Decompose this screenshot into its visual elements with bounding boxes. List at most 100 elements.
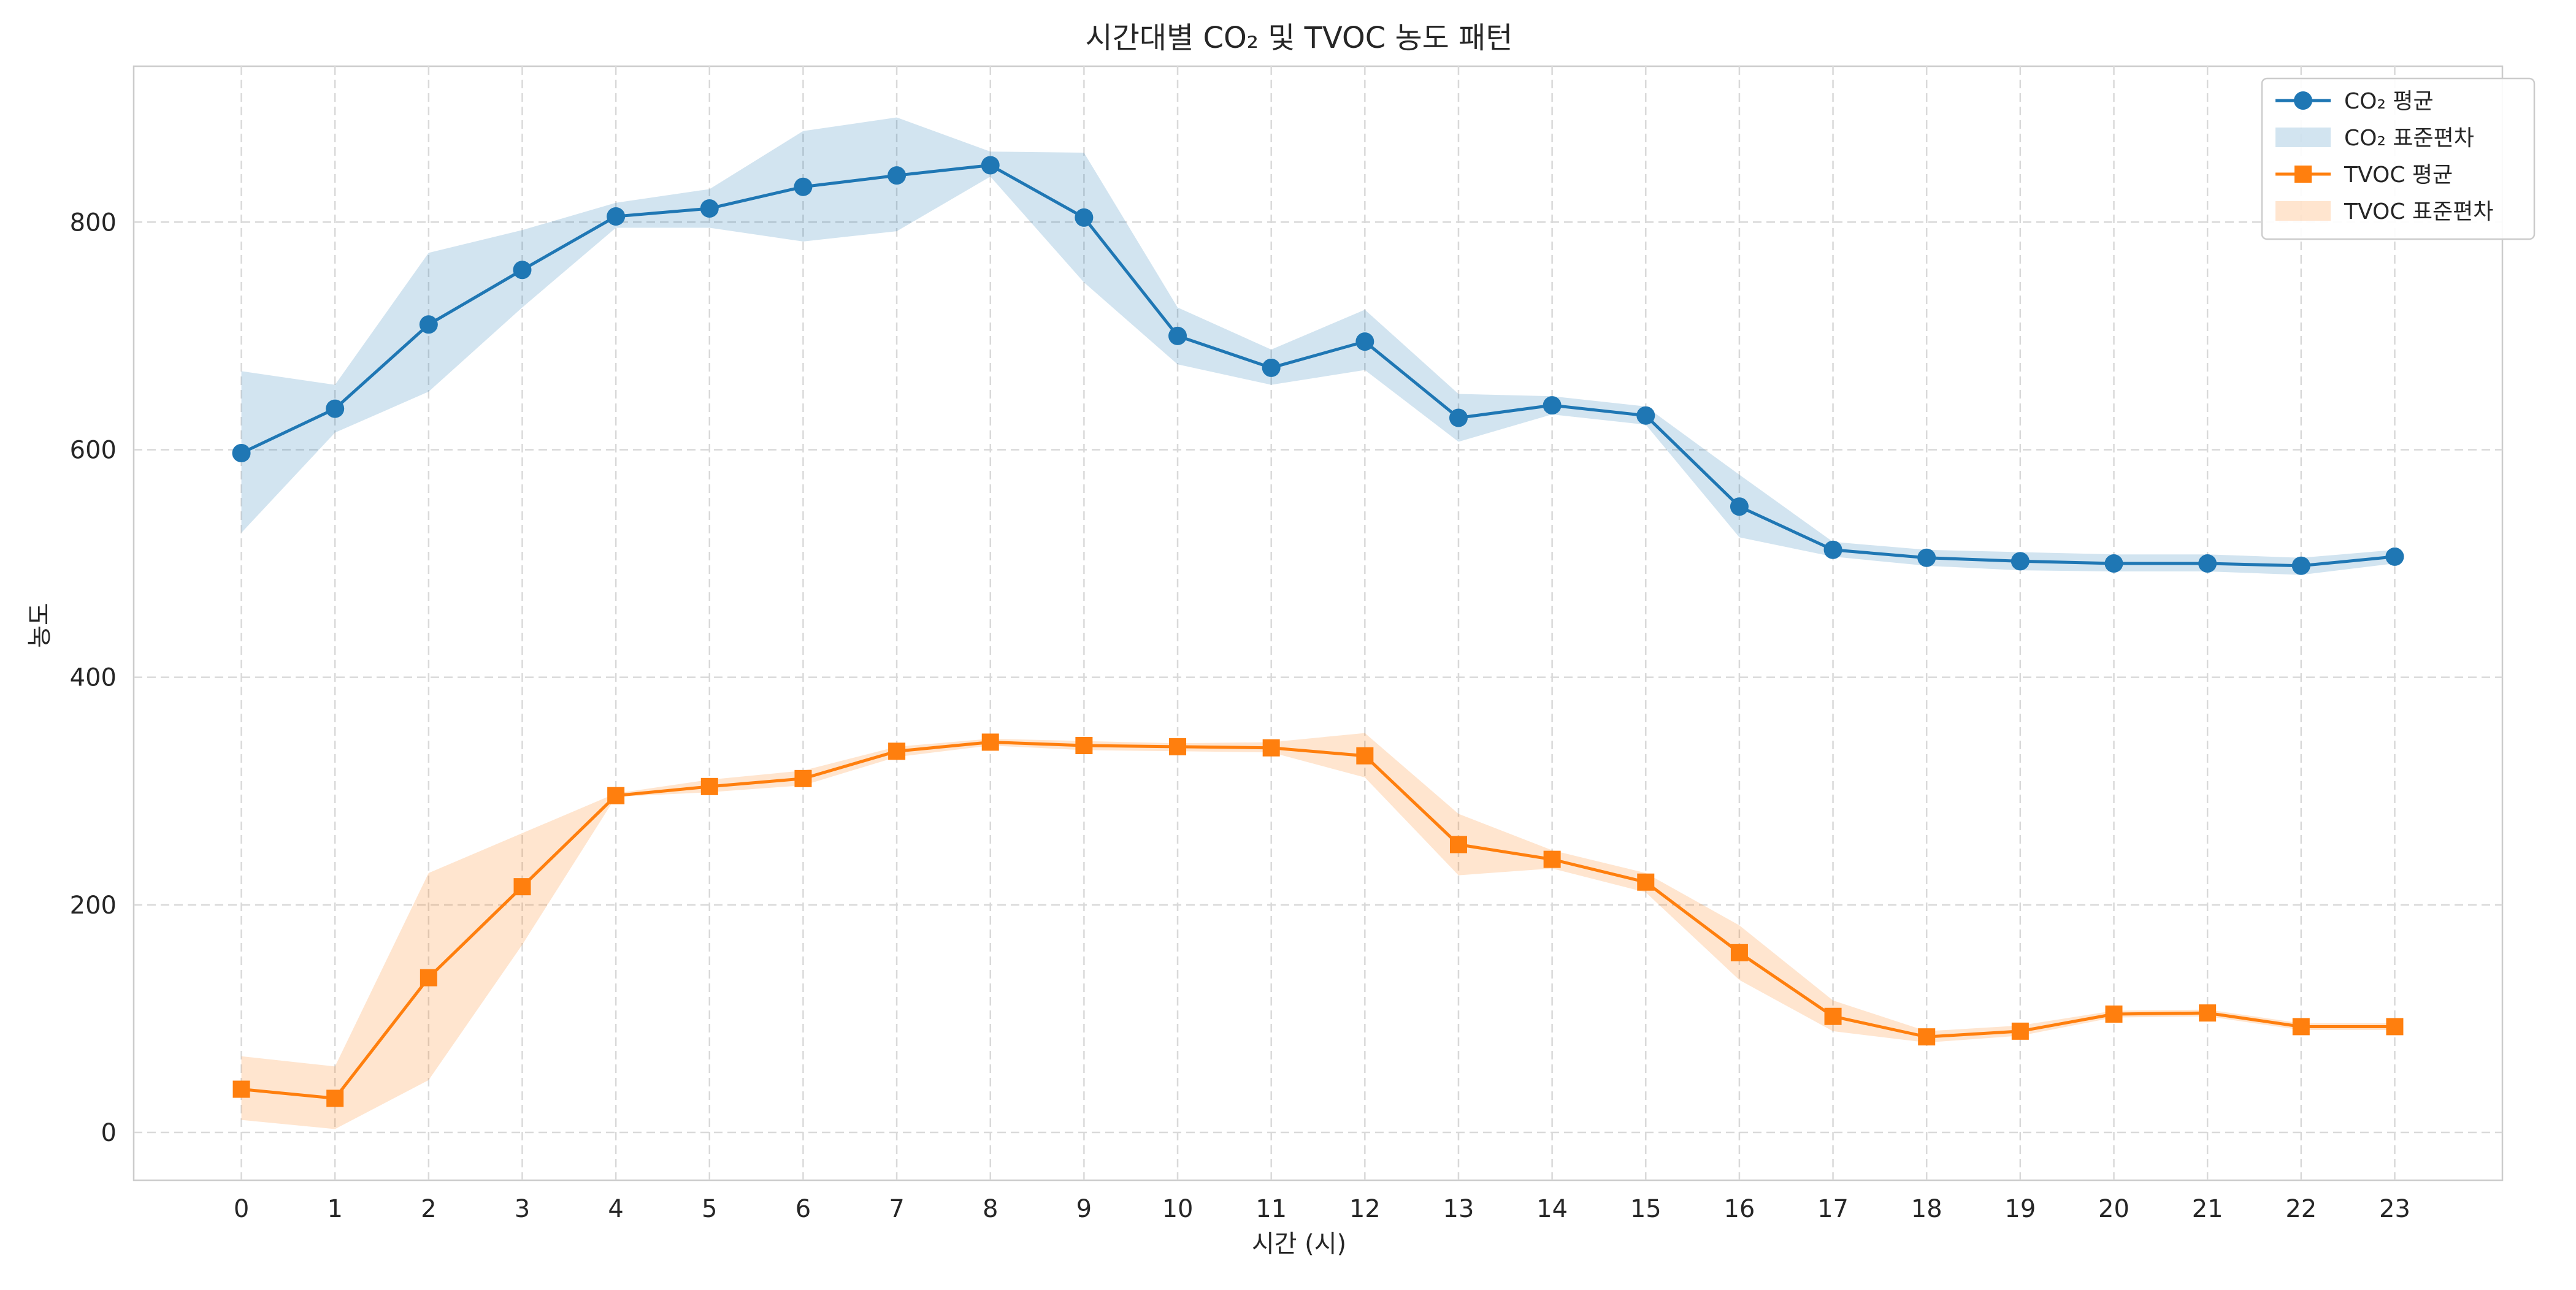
series-1-point-2 <box>420 969 437 987</box>
x-tick-label-23: 23 <box>2379 1195 2410 1223</box>
y-tick-label-4: 800 <box>70 208 117 237</box>
series-0-point-12 <box>1355 332 1374 351</box>
series-1-point-20 <box>2105 1006 2123 1023</box>
x-tick-label-6: 6 <box>795 1195 811 1223</box>
x-tick-label-11: 11 <box>1255 1195 1287 1223</box>
x-tick-label-12: 12 <box>1349 1195 1381 1223</box>
series-1-point-11 <box>1262 739 1280 757</box>
series-0-point-19 <box>2011 552 2030 571</box>
plot-area: 0 1 2 3 4 5 6 7 8 9 10 11 12 13 14 15 16 17 18 19 20 21 22 2302… <box>70 65 2504 1223</box>
y-axis-label: 농도 <box>26 603 54 648</box>
series-1-point-8 <box>981 733 999 751</box>
legend-label-2: TVOC 평균 <box>2344 162 2453 188</box>
series-0-point-10 <box>1168 326 1187 345</box>
x-tick-label-20: 20 <box>2098 1195 2129 1223</box>
series-1-point-3 <box>513 878 531 896</box>
x-tick-label-15: 15 <box>1630 1195 1662 1223</box>
chart-title: 시간대별 CO₂ 및 TVOC 농도 패턴 <box>1086 21 1513 55</box>
series-0-point-16 <box>1730 497 1749 516</box>
x-tick-label-17: 17 <box>1817 1195 1849 1223</box>
series-0-point-2 <box>419 315 438 334</box>
series-1-point-21 <box>2199 1004 2217 1022</box>
series-1-point-15 <box>1637 873 1655 891</box>
x-tick-label-1: 1 <box>327 1195 342 1223</box>
series-0-point-17 <box>1823 540 1842 559</box>
x-tick-label-9: 9 <box>1076 1195 1092 1223</box>
x-tick-label-16: 16 <box>1723 1195 1755 1223</box>
series-0-point-4 <box>607 207 626 226</box>
x-tick-label-4: 4 <box>608 1195 623 1223</box>
x-tick-label-14: 14 <box>1536 1195 1568 1223</box>
x-tick-label-7: 7 <box>889 1195 904 1223</box>
y-tick-label-1: 200 <box>70 891 117 920</box>
series-0-markers <box>232 156 2404 575</box>
series-1-point-0 <box>232 1080 250 1098</box>
series-1-point-9 <box>1075 737 1093 755</box>
series-0-point-15 <box>1636 406 1655 425</box>
x-tick-label-3: 3 <box>515 1195 530 1223</box>
x-tick-label-10: 10 <box>1162 1195 1194 1223</box>
legend-band-swatch-0 <box>2275 128 2331 147</box>
series-1-point-5 <box>700 777 718 795</box>
series-0-point-11 <box>1262 358 1281 377</box>
series-0-point-21 <box>2198 554 2217 573</box>
grid <box>134 66 2502 1180</box>
series-1-point-13 <box>1449 836 1467 853</box>
series-1-point-4 <box>607 787 625 804</box>
legend-band-swatch-1 <box>2275 201 2331 221</box>
series-0-point-23 <box>2385 547 2404 566</box>
plot-frame <box>132 65 2504 1181</box>
legend: CO₂ 평균 CO₂ 표준편차 TVOC 평균 TVOC 표준편차 <box>2261 77 2536 240</box>
series-1-point-1 <box>326 1090 344 1107</box>
series-1-point-14 <box>1543 850 1561 868</box>
series-0-point-3 <box>513 261 532 280</box>
series-0-std-band <box>241 117 2395 575</box>
series-0-point-0 <box>232 444 251 463</box>
series-1-line <box>241 740 2395 1100</box>
series-1-markers <box>232 733 2404 1107</box>
x-tick-label-0: 0 <box>234 1195 249 1223</box>
series-1-std-band <box>241 733 2395 1129</box>
series-1-point-19 <box>2011 1022 2029 1040</box>
series-0-point-18 <box>1917 548 1936 567</box>
series-1-point-18 <box>1918 1028 1936 1046</box>
y-tick-label-0: 0 <box>101 1119 117 1147</box>
y-tick-label-3: 600 <box>70 436 117 464</box>
x-tick-label-19: 19 <box>2004 1195 2036 1223</box>
series-1-point-6 <box>794 769 812 787</box>
series-0-point-20 <box>2104 554 2123 573</box>
y-tick-label-2: 400 <box>70 664 117 692</box>
x-tick-label-22: 22 <box>2285 1195 2317 1223</box>
x-tick-label-18: 18 <box>1911 1195 1942 1223</box>
legend-marker-0 <box>2294 91 2312 110</box>
x-tick-label-2: 2 <box>421 1195 436 1223</box>
series-1-point-17 <box>1824 1007 1842 1025</box>
series-0-point-14 <box>1543 396 1562 415</box>
x-axis-label: 시간 (시) <box>1252 1230 1346 1258</box>
legend-label-3: TVOC 표준편차 <box>2344 199 2493 224</box>
legend-label-0: CO₂ 평균 <box>2344 89 2434 114</box>
series-0-point-22 <box>2291 556 2310 575</box>
x-tick-label-21: 21 <box>2192 1195 2223 1223</box>
series-1-point-7 <box>888 742 906 760</box>
legend-label-1: CO₂ 표준편차 <box>2344 126 2474 151</box>
tick-labels: 0 1 2 3 4 5 6 7 8 9 10 11 12 13 14 15 16 17 18 19 20 21 22 2302… <box>70 208 2410 1223</box>
series-0-point-8 <box>981 156 1000 175</box>
series-0-point-5 <box>700 199 719 218</box>
series-1-point-22 <box>2292 1018 2310 1036</box>
series-1-point-10 <box>1169 738 1187 755</box>
series-0-line <box>240 163 2395 568</box>
series-0-point-13 <box>1449 408 1468 427</box>
series-0-point-7 <box>887 166 907 185</box>
series-0-point-1 <box>326 399 345 418</box>
legend-box <box>2261 77 2536 240</box>
series-0-point-9 <box>1075 208 1094 227</box>
x-tick-label-13: 13 <box>1443 1195 1474 1223</box>
x-tick-label-5: 5 <box>702 1195 717 1223</box>
series-0-point-6 <box>794 177 813 196</box>
legend-marker-1 <box>2294 166 2312 183</box>
series-1-point-12 <box>1356 747 1374 765</box>
x-tick-label-8: 8 <box>983 1195 998 1223</box>
